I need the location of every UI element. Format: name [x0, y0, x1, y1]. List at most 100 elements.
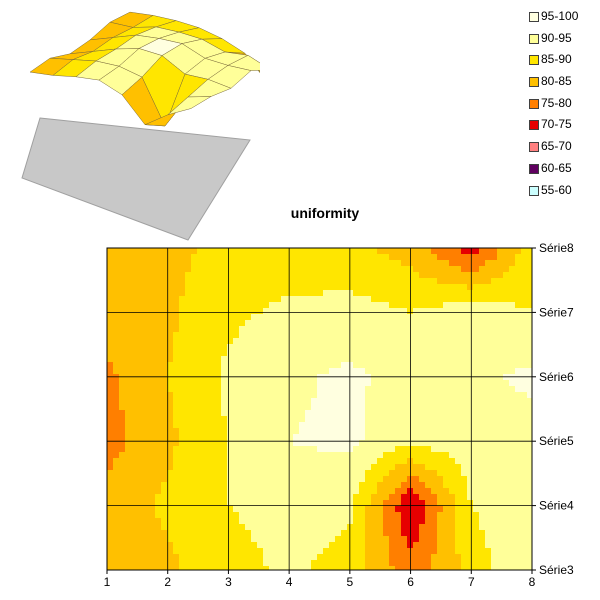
contour-cell: [221, 530, 228, 537]
contour-cell: [299, 554, 306, 561]
contour-cell: [419, 422, 426, 429]
contour-cell: [317, 404, 324, 411]
contour-cell: [137, 326, 144, 333]
contour-cell: [437, 512, 444, 519]
contour-cell: [515, 332, 522, 339]
contour-cell: [509, 446, 516, 453]
contour-cell: [413, 356, 420, 363]
contour-cell: [377, 260, 384, 267]
contour-cell: [191, 302, 198, 309]
contour-cell: [377, 284, 384, 291]
contour-cell: [311, 362, 318, 369]
contour-cell: [155, 332, 162, 339]
contour-cell: [515, 434, 522, 441]
contour-cell: [449, 266, 456, 273]
contour-cell: [161, 446, 168, 453]
contour-cell: [149, 326, 156, 333]
contour-cell: [269, 284, 276, 291]
contour-cell: [203, 422, 210, 429]
contour-cell: [185, 368, 192, 375]
contour-cell: [125, 266, 132, 273]
contour-cell: [263, 452, 270, 459]
contour-cell: [305, 278, 312, 285]
contour-cell: [155, 524, 162, 531]
contour-cell: [419, 326, 426, 333]
contour-cell: [311, 332, 318, 339]
contour-cell: [215, 488, 222, 495]
contour-cell: [209, 320, 216, 327]
contour-cell: [125, 476, 132, 483]
contour-cell: [419, 542, 426, 549]
contour-cell: [179, 446, 186, 453]
contour-cell: [491, 332, 498, 339]
contour-cell: [521, 506, 528, 513]
contour-cell: [209, 554, 216, 561]
contour-cell: [269, 488, 276, 495]
contour-cell: [275, 350, 282, 357]
contour-cell: [221, 290, 228, 297]
contour-cell: [113, 380, 120, 387]
contour-cell: [479, 470, 486, 477]
contour-cell: [107, 512, 114, 519]
contour-cell: [215, 302, 222, 309]
contour-cell: [341, 338, 348, 345]
contour-cell: [191, 338, 198, 345]
contour-cell: [275, 530, 282, 537]
contour-cell: [311, 314, 318, 321]
contour-cell: [371, 458, 378, 465]
contour-cell: [467, 440, 474, 447]
contour-cell: [503, 380, 510, 387]
contour-cell: [119, 278, 126, 285]
contour-cell: [509, 428, 516, 435]
contour-cell: [245, 434, 252, 441]
contour-cell: [461, 302, 468, 309]
contour-cell: [425, 476, 432, 483]
contour-cell: [305, 470, 312, 477]
contour-cell: [485, 428, 492, 435]
contour-cell: [353, 512, 360, 519]
contour-cell: [425, 398, 432, 405]
contour-cell: [359, 272, 366, 279]
contour-cell: [329, 464, 336, 471]
contour-cell: [365, 506, 372, 513]
contour-cell: [341, 542, 348, 549]
contour-cell: [293, 362, 300, 369]
contour-cell: [311, 320, 318, 327]
contour-cell: [119, 314, 126, 321]
contour-cell: [239, 320, 246, 327]
contour-cell: [455, 356, 462, 363]
contour-cell: [419, 482, 426, 489]
contour-cell: [353, 386, 360, 393]
contour-cell: [401, 440, 408, 447]
contour-cell: [113, 266, 120, 273]
contour-cell: [389, 500, 396, 507]
contour-cell: [209, 344, 216, 351]
contour-cell: [389, 464, 396, 471]
contour-cell: [359, 482, 366, 489]
contour-cell: [173, 260, 180, 267]
contour-cell: [173, 266, 180, 273]
surface-floor: [21, 117, 251, 241]
contour-cell: [521, 338, 528, 345]
contour-cell: [419, 338, 426, 345]
contour-cell: [503, 542, 510, 549]
contour-cell: [377, 518, 384, 525]
contour-cell: [389, 458, 396, 465]
contour-cell: [131, 446, 138, 453]
contour-cell: [131, 428, 138, 435]
contour-cell: [155, 434, 162, 441]
x-tick-label: 5: [347, 575, 354, 589]
contour-cell: [287, 440, 294, 447]
contour-cell: [413, 476, 420, 483]
contour-cell: [215, 548, 222, 555]
contour-cell: [431, 254, 438, 261]
contour-cell: [335, 458, 342, 465]
contour-cell: [491, 536, 498, 543]
contour-cell: [239, 362, 246, 369]
contour-cell: [131, 290, 138, 297]
contour-cell: [293, 530, 300, 537]
contour-cell: [317, 332, 324, 339]
contour-cell: [299, 314, 306, 321]
contour-cell: [227, 524, 234, 531]
contour-cell: [143, 458, 150, 465]
